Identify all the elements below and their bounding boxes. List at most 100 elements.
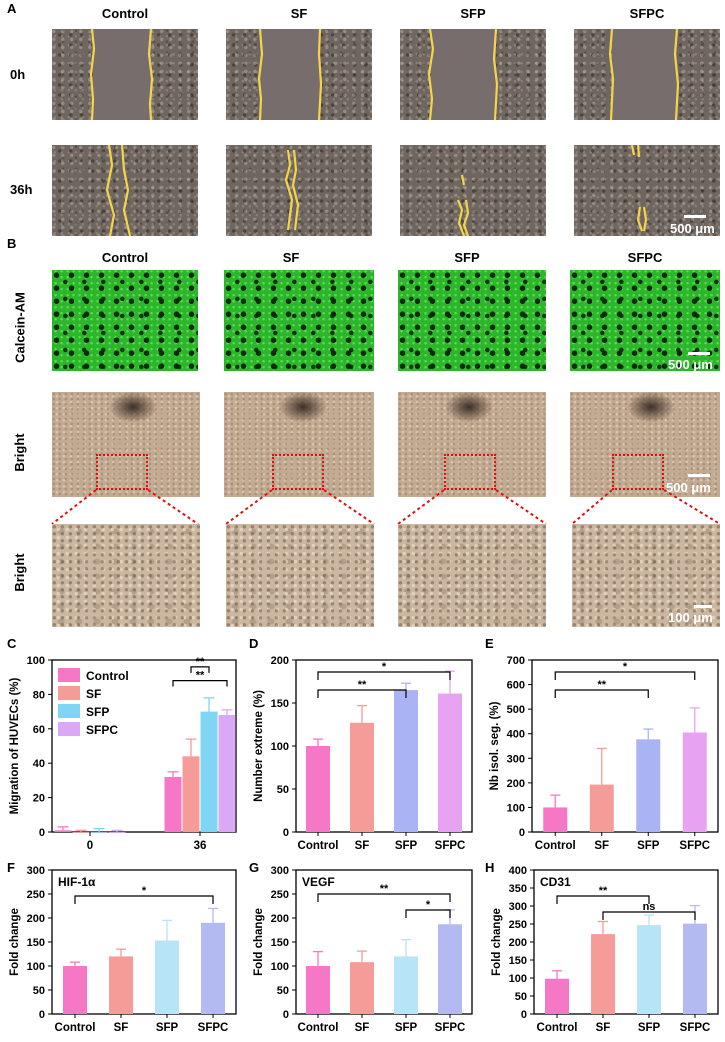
- y-axis-label-F: Fold change: [9, 908, 21, 976]
- y-tick-label-G-0: 0: [283, 1009, 289, 1021]
- zoom-box-sfp: [444, 454, 496, 490]
- bar-E-SFP: [636, 739, 661, 832]
- sig-bracket-G-1: [405, 909, 451, 918]
- bar-E-SFPC: [682, 732, 707, 832]
- plot-frame-C: [51, 659, 237, 833]
- panel-label-c: C: [7, 636, 17, 651]
- bright-image-control: [52, 392, 200, 497]
- bar-H-SFP: [637, 925, 661, 1014]
- chart-f-hif1a: 0 50 100 150 200 250 300 Fold change Control SF SF…: [9, 865, 237, 1034]
- x-tick-label-G-1: SF: [355, 1022, 370, 1034]
- zoom-box-sf: [272, 454, 324, 490]
- y-tick-label-H-6: 300: [509, 901, 527, 913]
- scratch-image-control-36h: [52, 145, 198, 236]
- calcein-image-sfp: [398, 270, 546, 371]
- sig-bracket-G-0: [317, 893, 451, 902]
- y-tick-label-C-1: 20: [33, 793, 45, 805]
- chart-e-isolated-segments: 0 100 200 300 400 500 600 700 Nb isol. seg. (%) C…: [489, 655, 719, 852]
- scale-text-a: 500 μm: [670, 221, 715, 236]
- x-tick-label-D-2: SFP: [395, 840, 418, 852]
- legend-label-C-0: Control: [86, 669, 129, 683]
- x-tick-label-F-1: SF: [114, 1022, 129, 1034]
- sig-label-C-1: **: [196, 670, 205, 682]
- y-tick-label-C-4: 80: [33, 689, 45, 701]
- bar-F-SFP: [155, 940, 179, 1014]
- x-tick-label-C-1: 36: [194, 840, 207, 852]
- y-tick-label-G-1: 50: [277, 985, 289, 997]
- scratch-image-sfp-0h: [400, 29, 546, 120]
- sig-label-C-0: **: [196, 656, 205, 668]
- y-tick-label-H-0: 0: [521, 1009, 527, 1021]
- chart-title-G: VEGF: [302, 875, 335, 889]
- scale-bar-a: [684, 215, 706, 218]
- sig-bracket-E-0: [554, 689, 649, 698]
- bar-D-SFPC: [438, 693, 462, 832]
- y-tick-label-D-3: 150: [271, 698, 289, 710]
- bar-C-SFPC-0: [108, 832, 126, 833]
- chart-h-cd31: 0 50 100 150 200 250 300 350 400 Fold change Contr…: [491, 865, 719, 1034]
- y-tick-label-E-1: 100: [507, 802, 525, 814]
- y-tick-label-H-4: 200: [509, 937, 527, 949]
- y-tick-label-H-8: 400: [509, 865, 527, 877]
- sig-label-F-0: *: [142, 885, 147, 897]
- zoom-box-sfpc: [612, 454, 664, 490]
- panel-label-f: F: [7, 860, 15, 875]
- chart-g-vegf: 0 50 100 150 200 250 300 Fold change Control SF SF…: [253, 865, 473, 1034]
- bar-G-Control: [306, 966, 330, 1014]
- y-tick-label-F-0: 0: [39, 1009, 45, 1021]
- x-tick-label-H-2: SFP: [638, 1022, 661, 1034]
- bar-F-Control: [63, 966, 87, 1014]
- scratch-image-control-0h: [52, 29, 198, 120]
- sig-label-G-0: **: [380, 883, 389, 895]
- y-tick-label-E-5: 500: [507, 704, 525, 716]
- bar-C-SFP-0: [90, 832, 108, 833]
- chart-title-H: CD31: [540, 875, 571, 889]
- y-tick-label-H-5: 250: [509, 919, 527, 931]
- y-tick-label-F-5: 250: [27, 889, 45, 901]
- x-tick-label-G-2: SFP: [395, 1022, 418, 1034]
- legend-swatch-C-3: [58, 722, 80, 736]
- bar-E-SF: [589, 784, 614, 832]
- x-tick-label-F-2: SFP: [156, 1022, 179, 1034]
- legend-swatch-C-1: [58, 686, 80, 700]
- panel-label-b: B: [7, 236, 17, 251]
- bar-H-Control: [545, 978, 569, 1014]
- col-header-b-control: Control: [101, 250, 149, 265]
- col-header-sfp: SFP: [460, 6, 486, 21]
- scratch-image-sf-36h: [226, 145, 372, 236]
- sig-label-D-0: **: [358, 679, 367, 691]
- scratch-image-sf-0h: [226, 29, 372, 120]
- panel-label-e: E: [485, 636, 494, 651]
- bar-D-Control: [306, 746, 330, 832]
- sig-label-H-0: **: [599, 885, 608, 897]
- bar-D-SFP: [394, 690, 418, 832]
- bright-image-sfp: [398, 392, 546, 497]
- bar-G-SFPC: [438, 924, 462, 1014]
- y-tick-label-C-2: 40: [33, 758, 45, 770]
- bar-C-SFPC-36: [218, 715, 236, 832]
- bar-G-SFP: [394, 956, 418, 1014]
- y-tick-label-H-7: 350: [509, 883, 527, 895]
- sig-bracket-H-0: [556, 895, 650, 904]
- y-tick-label-E-7: 700: [507, 655, 525, 667]
- y-tick-label-E-3: 300: [507, 753, 525, 765]
- sig-bracket-E-1: [554, 671, 696, 680]
- x-tick-label-D-0: Control: [298, 840, 339, 852]
- y-axis-label-G: Fold change: [253, 908, 265, 976]
- y-tick-label-D-1: 50: [277, 784, 289, 796]
- sig-label-E-0: **: [597, 679, 606, 691]
- scratch-image-sfpc-36h: 500 μm: [574, 145, 720, 236]
- y-tick-label-D-0: 0: [283, 827, 289, 839]
- y-tick-label-G-4: 200: [271, 913, 289, 925]
- x-tick-label-E-2: SFP: [637, 840, 660, 852]
- y-tick-label-E-2: 200: [507, 778, 525, 790]
- sig-bracket-H-1: [602, 911, 696, 920]
- y-axis-label-C: Migration of HUVECs (%): [9, 677, 21, 814]
- scale-text-b-zoom: 100 μm: [668, 610, 713, 625]
- y-tick-label-F-1: 50: [33, 985, 45, 997]
- panel-label-h: H: [485, 860, 495, 875]
- bar-H-SF: [591, 934, 615, 1014]
- bright-image-sfpc: 500 μm: [570, 392, 720, 497]
- y-axis-label-E: Nb isol. seg. (%): [489, 701, 501, 790]
- bright-image-sf: [224, 392, 374, 497]
